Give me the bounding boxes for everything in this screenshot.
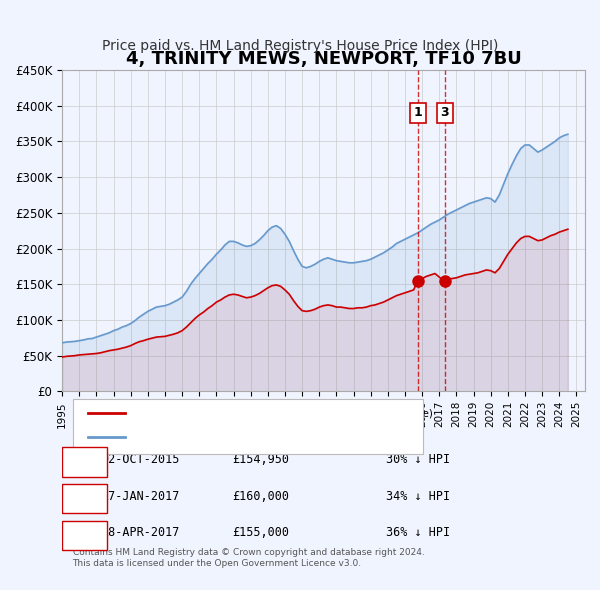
Text: 30% ↓ HPI: 30% ↓ HPI — [386, 453, 451, 466]
Text: 02-OCT-2015: 02-OCT-2015 — [101, 453, 180, 466]
Text: 2: 2 — [80, 490, 89, 503]
Text: HPI: Average price, detached house, Telford and Wrekin: HPI: Average price, detached house, Telf… — [136, 432, 425, 442]
Text: 1: 1 — [413, 106, 422, 119]
Text: 27-JAN-2017: 27-JAN-2017 — [101, 490, 180, 503]
Title: 4, TRINITY MEWS, NEWPORT, TF10 7BU: 4, TRINITY MEWS, NEWPORT, TF10 7BU — [125, 50, 521, 68]
FancyBboxPatch shape — [62, 447, 107, 477]
Text: Contains HM Land Registry data © Crown copyright and database right 2024.
This d: Contains HM Land Registry data © Crown c… — [73, 548, 424, 568]
FancyBboxPatch shape — [73, 399, 423, 454]
Text: 28-APR-2017: 28-APR-2017 — [101, 526, 180, 539]
FancyBboxPatch shape — [62, 521, 107, 550]
Text: 3: 3 — [440, 106, 449, 119]
Text: 34% ↓ HPI: 34% ↓ HPI — [386, 490, 451, 503]
Text: £154,950: £154,950 — [232, 453, 289, 466]
Text: 36% ↓ HPI: 36% ↓ HPI — [386, 526, 451, 539]
Text: 4, TRINITY MEWS, NEWPORT, TF10 7BU (detached house): 4, TRINITY MEWS, NEWPORT, TF10 7BU (deta… — [136, 408, 433, 418]
Text: 1: 1 — [80, 453, 89, 466]
Text: £155,000: £155,000 — [232, 526, 289, 539]
Text: £160,000: £160,000 — [232, 490, 289, 503]
Text: Price paid vs. HM Land Registry's House Price Index (HPI): Price paid vs. HM Land Registry's House … — [102, 39, 498, 53]
Text: 3: 3 — [80, 526, 89, 539]
FancyBboxPatch shape — [62, 484, 107, 513]
